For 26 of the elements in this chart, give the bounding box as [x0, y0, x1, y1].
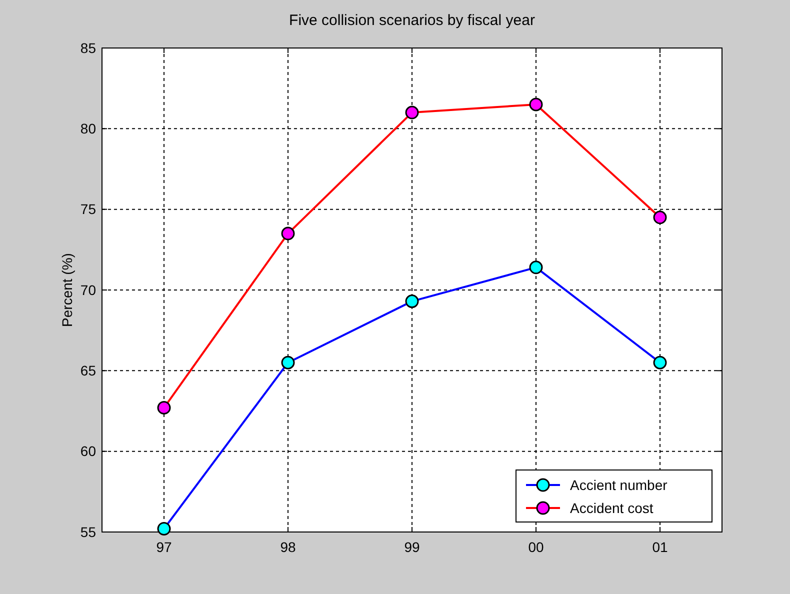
y-tick-label: 65: [80, 362, 96, 379]
y-tick-label: 55: [80, 524, 96, 540]
legend-label: Accient number: [570, 476, 668, 493]
y-tick-label: 70: [80, 282, 96, 298]
point: [157, 522, 171, 536]
y-tick-label: 60: [80, 443, 96, 460]
point: [529, 260, 543, 274]
point: [653, 356, 667, 370]
point: [281, 356, 295, 370]
x-tick-label: 98: [280, 539, 296, 555]
y-tick-label: 85: [80, 40, 96, 56]
x-tick-label: 01: [652, 539, 668, 555]
x-tick-label: 00: [528, 539, 544, 555]
point: [653, 210, 667, 224]
point: [281, 226, 295, 240]
point: [529, 98, 543, 112]
point: [157, 401, 171, 415]
y-axis-title: Percent (%): [59, 253, 75, 327]
point: [405, 294, 419, 308]
chart-title: Five collision scenarios by fiscal year: [289, 12, 535, 29]
legend-label: Accident cost: [570, 500, 654, 516]
y-tick-label: 80: [80, 120, 96, 137]
x-tick-label: 97: [156, 539, 172, 555]
point: [405, 106, 419, 120]
y-tick-label: 75: [80, 201, 96, 218]
x-tick-label: 99: [404, 539, 420, 555]
